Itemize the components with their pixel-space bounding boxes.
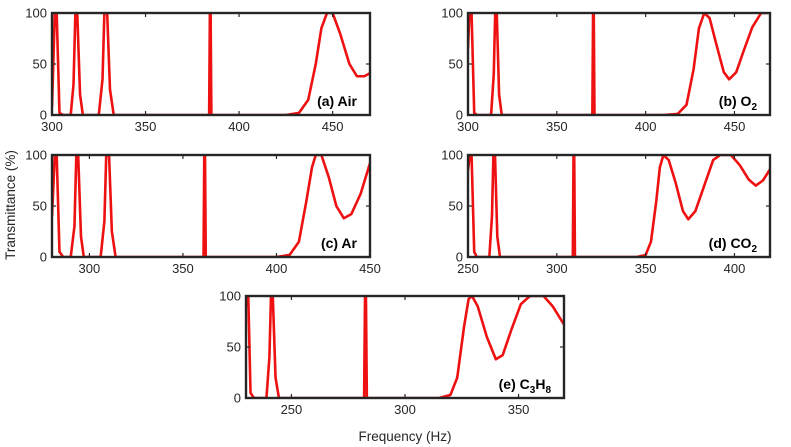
x-tick-label-e: 350 xyxy=(508,402,530,417)
y-tick-label-e: 50 xyxy=(227,340,241,355)
y-tick-label-a: 50 xyxy=(33,57,47,72)
y-tick-label-c: 0 xyxy=(40,250,47,265)
series-line-d xyxy=(468,155,770,257)
panel-label-d: (d) CO2 xyxy=(709,235,758,255)
y-tick-label-e: 0 xyxy=(234,391,241,406)
y-axis-label: Transmittance (%) xyxy=(3,150,18,260)
x-tick-label-c: 300 xyxy=(79,261,101,276)
x-tick-label-d: 350 xyxy=(635,261,657,276)
x-tick-label-e: 300 xyxy=(394,402,416,417)
x-tick-label-d: 400 xyxy=(724,261,746,276)
panel-a: 300 350 400 450 0 50 100 (a) Air xyxy=(25,6,372,134)
y-tick-label-c: 50 xyxy=(33,199,47,214)
y-tick-label-d: 0 xyxy=(456,250,463,265)
x-axis-label: Frequency (Hz) xyxy=(358,429,451,444)
x-tick-label-d: 250 xyxy=(457,261,479,276)
panel-label-e: (e) C3H8 xyxy=(499,376,552,396)
y-tick-label-a: 0 xyxy=(40,108,47,123)
y-tick-label-e: 100 xyxy=(219,289,241,304)
x-tick-label-b: 450 xyxy=(724,119,746,134)
x-tick-label-a: 450 xyxy=(322,119,344,134)
x-tick-label-c: 350 xyxy=(172,261,194,276)
x-tick-label-b: 300 xyxy=(457,119,479,134)
panel-c: 300 350 400 450 0 50 100 (c) Ar xyxy=(25,148,381,277)
y-tick-label-c: 100 xyxy=(25,148,47,163)
panel-b: 300 350 400 450 0 50 100 (b) O2 xyxy=(441,6,772,134)
x-tick-label-b: 400 xyxy=(635,119,657,134)
panel-label-b: (b) O2 xyxy=(719,93,758,113)
panel-e: 250 300 350 0 50 100 (e) C3H8 xyxy=(219,289,566,417)
panel-label-a: (a) Air xyxy=(317,93,357,109)
x-tick-label-a: 300 xyxy=(41,119,63,134)
y-tick-label-b: 50 xyxy=(449,57,463,72)
x-tick-label-d: 300 xyxy=(546,261,568,276)
y-tick-label-d: 50 xyxy=(449,199,463,214)
panel-d: 250 300 350 400 0 50 100 (d) CO2 xyxy=(441,148,772,276)
x-tick-label-a: 400 xyxy=(228,119,250,134)
x-tick-label-a: 350 xyxy=(135,119,157,134)
series-line-c xyxy=(52,155,370,257)
series-line-a xyxy=(52,13,370,115)
panel-label-c: (c) Ar xyxy=(321,235,358,251)
x-tick-label-c: 450 xyxy=(359,261,381,276)
series-line-b xyxy=(468,13,770,115)
y-tick-label-b: 0 xyxy=(456,108,463,123)
x-tick-label-b: 350 xyxy=(546,119,568,134)
y-tick-label-b: 100 xyxy=(441,6,463,21)
x-tick-label-c: 400 xyxy=(266,261,288,276)
y-tick-label-d: 100 xyxy=(441,148,463,163)
series-line-e xyxy=(246,296,564,398)
x-tick-label-e: 250 xyxy=(281,402,303,417)
y-tick-label-a: 100 xyxy=(25,6,47,21)
